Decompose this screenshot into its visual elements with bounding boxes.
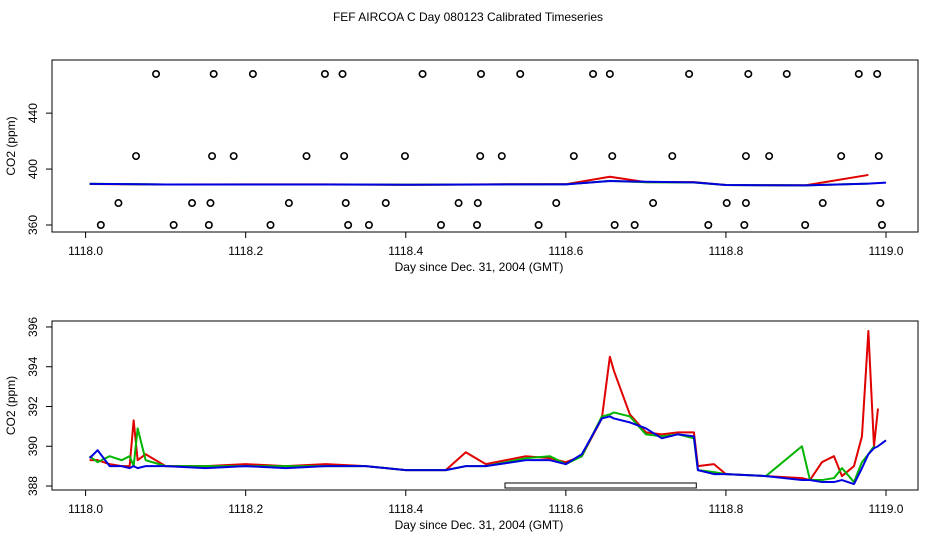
flag-point <box>569 152 578 161</box>
flag-point <box>344 221 353 230</box>
flag-point <box>704 221 713 230</box>
flag-point <box>877 221 886 230</box>
flag-point <box>208 152 217 161</box>
flag-point <box>837 152 846 161</box>
flag-point <box>418 69 427 78</box>
flag-point <box>248 69 257 78</box>
flag-point <box>741 152 750 161</box>
flag-point <box>364 221 373 230</box>
x-tick-label: 1118.6 <box>548 244 583 258</box>
flag-point <box>765 152 774 161</box>
flag-point <box>497 152 506 161</box>
x-tick-label: 1118.0 <box>68 244 103 258</box>
y-tick-label: 390 <box>26 436 40 456</box>
flag-point <box>605 69 614 78</box>
x-tick-label: 1118.6 <box>548 502 583 516</box>
x-tick-label: 1118.8 <box>708 502 743 516</box>
flag-point <box>476 152 485 161</box>
flag-point <box>589 69 598 78</box>
x-tick-label: 1118.4 <box>388 502 423 516</box>
x-tick-label: 1118.0 <box>68 502 103 516</box>
y-tick-label: 360 <box>26 215 40 235</box>
figure-title: FEF AIRCOA C Day 080123 Calibrated Times… <box>333 10 603 24</box>
x-tick-label: 1119.0 <box>869 502 904 516</box>
flag-point <box>320 69 329 78</box>
y-tick-label: 392 <box>26 396 40 416</box>
flag-point <box>608 152 617 161</box>
flag-point <box>818 199 827 208</box>
flag-point <box>132 152 141 161</box>
series-line <box>89 329 879 482</box>
flag-point <box>534 221 543 230</box>
flag-point <box>473 199 482 208</box>
x-tick-label: 1118.4 <box>388 244 423 258</box>
flag-point <box>400 152 409 161</box>
flag-point <box>152 69 161 78</box>
plot-frame <box>51 320 919 491</box>
flag-point <box>610 221 619 230</box>
flag-point <box>340 152 349 161</box>
series-line <box>88 415 887 486</box>
flag-point <box>685 69 694 78</box>
y-tick-label: 394 <box>26 356 40 376</box>
y-tick-label: 440 <box>26 103 40 123</box>
flag-point <box>516 69 525 78</box>
x-axis-title: Day since Dec. 31, 2004 (GMT) <box>395 260 564 274</box>
flag-point <box>204 221 213 230</box>
flag-point <box>229 152 238 161</box>
flag-point <box>782 69 791 78</box>
flag-point <box>188 199 197 208</box>
flag-point <box>873 69 882 78</box>
plot-frame <box>51 59 919 233</box>
flag-point <box>472 221 481 230</box>
flag-point <box>722 199 731 208</box>
flag-point <box>436 221 445 230</box>
flag-point <box>284 199 293 208</box>
x-tick-label: 1118.2 <box>228 502 263 516</box>
flag-point <box>649 199 658 208</box>
x-tick-label: 1119.0 <box>869 244 904 258</box>
flag-point <box>854 69 863 78</box>
flag-point <box>476 69 485 78</box>
flag-point <box>876 199 885 208</box>
x-tick-label: 1118.8 <box>708 244 743 258</box>
y-axis-title: CO2 (ppm) <box>4 116 18 175</box>
flag-point <box>169 221 178 230</box>
flag-point <box>341 199 350 208</box>
flag-point <box>114 199 123 208</box>
flag-point <box>740 221 749 230</box>
flag-point <box>744 69 753 78</box>
flag-point <box>630 221 639 230</box>
flag-point <box>801 221 810 230</box>
y-axis-title: CO2 (ppm) <box>4 376 18 435</box>
flag-point <box>209 69 218 78</box>
flag-point <box>381 199 390 208</box>
x-axis-title: Day since Dec. 31, 2004 (GMT) <box>395 518 564 532</box>
interval-bar <box>504 482 697 489</box>
x-tick-label: 1118.2 <box>228 244 263 258</box>
flag-point <box>266 221 275 230</box>
flag-point <box>668 152 677 161</box>
flag-point <box>338 69 347 78</box>
y-tick-label: 400 <box>26 159 40 179</box>
flag-point <box>302 152 311 161</box>
flag-point <box>206 199 215 208</box>
y-tick-label: 388 <box>26 476 40 496</box>
series-line <box>89 411 875 484</box>
flag-point <box>552 199 561 208</box>
flag-point <box>454 199 463 208</box>
y-tick-label: 396 <box>26 317 40 337</box>
series-line <box>89 179 887 187</box>
flag-point <box>874 152 883 161</box>
flag-point <box>96 221 105 230</box>
flag-point <box>741 199 750 208</box>
